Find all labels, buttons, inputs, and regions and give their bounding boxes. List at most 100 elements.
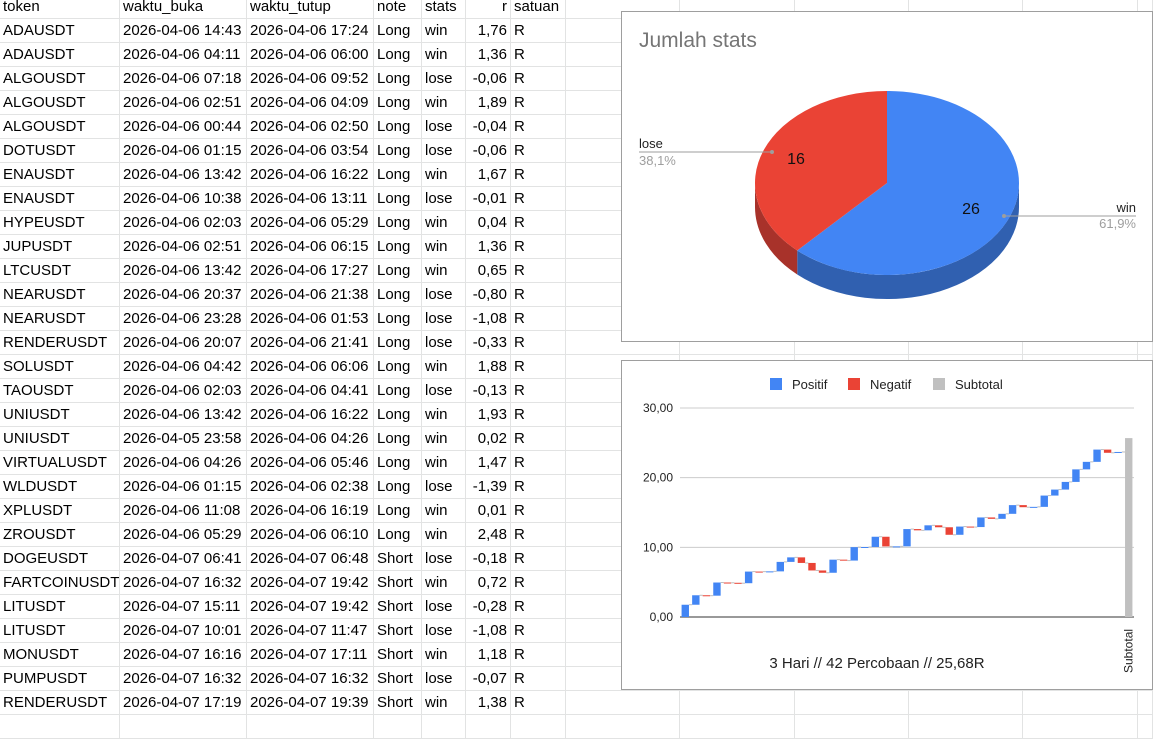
empty-cell[interactable] [511,715,566,739]
cell-satuan[interactable]: R [511,691,566,715]
cell-waktu-tutup[interactable]: 2026-04-06 02:50 [247,115,374,139]
cell-waktu-tutup[interactable]: 2026-04-06 06:15 [247,235,374,259]
cell-waktu-tutup[interactable]: 2026-04-07 17:11 [247,643,374,667]
cell-waktu-buka[interactable]: 2026-04-06 04:26 [120,451,247,475]
cell-note[interactable]: Long [374,91,422,115]
empty-cell[interactable] [795,691,909,715]
cell-stats[interactable]: win [422,43,466,67]
cell-satuan[interactable]: R [511,451,566,475]
header-cell-r[interactable]: r [466,0,511,19]
cell-waktu-buka[interactable]: 2026-04-06 13:42 [120,259,247,283]
cell-r[interactable]: 0,04 [466,211,511,235]
cell-waktu-buka[interactable]: 2026-04-07 17:19 [120,691,247,715]
cell-satuan[interactable]: R [511,259,566,283]
cell-token[interactable]: HYPEUSDT [0,211,120,235]
cell-token[interactable]: UNIUSDT [0,427,120,451]
cell-waktu-buka[interactable]: 2026-04-06 00:44 [120,115,247,139]
cell-satuan[interactable]: R [511,499,566,523]
cell-token[interactable]: ALGOUSDT [0,115,120,139]
empty-cell[interactable] [422,715,466,739]
cell-stats[interactable]: lose [422,667,466,691]
cell-waktu-tutup[interactable]: 2026-04-06 05:46 [247,451,374,475]
cell-r[interactable]: 1,67 [466,163,511,187]
cell-waktu-tutup[interactable]: 2026-04-06 05:29 [247,211,374,235]
cell-waktu-buka[interactable]: 2026-04-07 16:32 [120,667,247,691]
waterfall-bar[interactable] [945,527,953,535]
waterfall-bar[interactable] [766,571,774,573]
cell-token[interactable]: ALGOUSDT [0,67,120,91]
cell-waktu-buka[interactable]: 2026-04-06 01:15 [120,475,247,499]
cell-satuan[interactable]: R [511,571,566,595]
cell-waktu-tutup[interactable]: 2026-04-06 04:26 [247,427,374,451]
waterfall-bar[interactable] [723,582,732,584]
cell-token[interactable]: TAOUSDT [0,379,120,403]
cell-note[interactable]: Long [374,43,422,67]
waterfall-bar[interactable] [1103,449,1112,453]
pie-slice-lose[interactable] [755,91,887,251]
cell-waktu-buka[interactable]: 2026-04-06 13:42 [120,403,247,427]
empty-cell[interactable] [120,715,247,739]
cell-waktu-tutup[interactable]: 2026-04-06 06:00 [247,43,374,67]
cell-satuan[interactable]: R [511,211,566,235]
cell-satuan[interactable]: R [511,91,566,115]
cell-satuan[interactable]: R [511,355,566,379]
empty-cell[interactable] [1023,715,1138,739]
cell-token[interactable]: LITUSDT [0,595,120,619]
header-cell-stats[interactable]: stats [422,0,466,19]
cell-stats[interactable]: lose [422,139,466,163]
header-cell-satuan[interactable]: satuan [511,0,566,19]
header-cell-waktu-buka[interactable]: waktu_buka [120,0,247,19]
waterfall-bar[interactable] [797,557,806,563]
cell-r[interactable]: 1,76 [466,19,511,43]
pie-slice-win[interactable] [797,91,1019,275]
cell-token[interactable]: PUMPUSDT [0,667,120,691]
cell-waktu-tutup[interactable]: 2026-04-06 04:09 [247,91,374,115]
cell-token[interactable]: MONUSDT [0,643,120,667]
cell-note[interactable]: Long [374,451,422,475]
cell-stats[interactable]: lose [422,307,466,331]
cell-note[interactable]: Short [374,571,422,595]
waterfall-bar[interactable] [913,529,922,531]
cell-token[interactable]: NEARUSDT [0,307,120,331]
waterfall-bar[interactable] [755,571,763,573]
cell-token[interactable]: JUPUSDT [0,235,120,259]
cell-waktu-tutup[interactable]: 2026-04-07 19:39 [247,691,374,715]
cell-waktu-buka[interactable]: 2026-04-07 10:01 [120,619,247,643]
cell-note[interactable]: Long [374,139,422,163]
cell-token[interactable]: LTCUSDT [0,259,120,283]
legend-label-positif[interactable]: Positif [792,377,828,392]
waterfall-bar[interactable] [871,536,880,547]
waterfall-bar[interactable] [903,529,911,547]
empty-cell[interactable] [680,715,795,739]
cell-waktu-tutup[interactable]: 2026-04-06 21:41 [247,331,374,355]
cell-token[interactable]: WLDUSDT [0,475,120,499]
legend-swatch-subtotal[interactable] [933,378,945,390]
waterfall-bar[interactable] [681,604,689,617]
cell-stats[interactable]: lose [422,115,466,139]
cell-waktu-buka[interactable]: 2026-04-06 01:15 [120,139,247,163]
cell-stats[interactable]: lose [422,67,466,91]
cell-waktu-buka[interactable]: 2026-04-06 07:18 [120,67,247,91]
cell-note[interactable]: Short [374,547,422,571]
empty-cell[interactable] [909,331,1023,355]
cell-waktu-buka[interactable]: 2026-04-06 14:43 [120,19,247,43]
cell-token[interactable]: ADAUSDT [0,43,120,67]
cell-r[interactable]: -0,06 [466,139,511,163]
cell-note[interactable]: Long [374,403,422,427]
cell-stats[interactable]: win [422,259,466,283]
empty-cell[interactable] [680,331,795,355]
cell-satuan[interactable]: R [511,307,566,331]
cell-token[interactable]: RENDERUSDT [0,331,120,355]
cell-note[interactable]: Long [374,163,422,187]
cell-token[interactable]: NEARUSDT [0,283,120,307]
cell-note[interactable]: Short [374,619,422,643]
cell-token[interactable]: ENAUSDT [0,187,120,211]
waterfall-bar[interactable] [861,546,869,548]
waterfall-bar[interactable] [829,559,837,573]
cell-waktu-tutup[interactable]: 2026-04-06 17:27 [247,259,374,283]
cell-r[interactable]: -0,80 [466,283,511,307]
cell-satuan[interactable]: R [511,283,566,307]
cell-waktu-tutup[interactable]: 2026-04-06 16:19 [247,499,374,523]
cell-satuan[interactable]: R [511,523,566,547]
cell-stats[interactable]: win [422,451,466,475]
